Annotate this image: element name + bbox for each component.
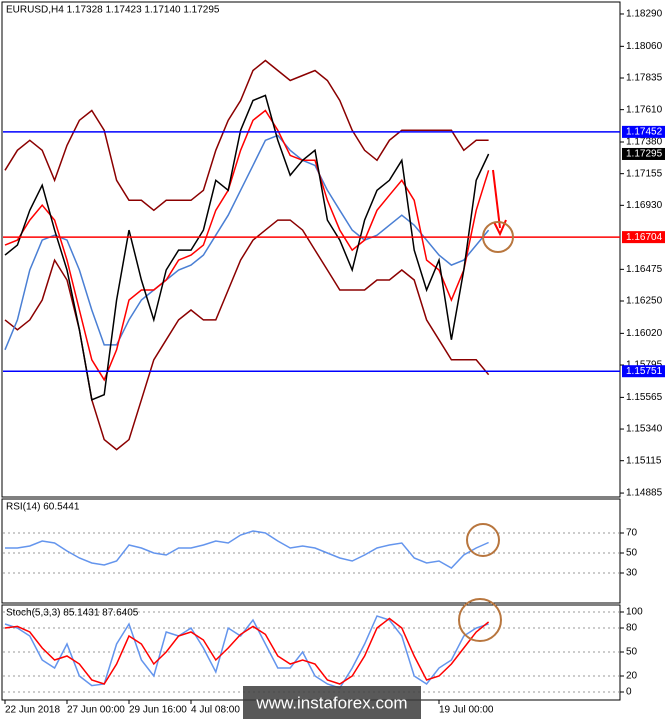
watermark-box — [243, 686, 421, 719]
level-label: 1.15751 — [626, 366, 663, 377]
x-tick-label: 4 Jul 08:00 — [191, 705, 240, 716]
y-tick-label: 1.16020 — [626, 328, 663, 339]
highlight-circle — [458, 598, 502, 642]
y-tick-label: 50 — [626, 548, 638, 559]
y-tick-label: 30 — [626, 568, 638, 579]
x-tick-label: 27 Jun 00:00 — [67, 705, 125, 716]
series-line — [5, 530, 489, 569]
y-tick-label: 20 — [626, 671, 638, 682]
highlight-circle — [466, 523, 500, 557]
y-tick-label: 1.14885 — [626, 488, 663, 499]
arrow — [492, 169, 501, 229]
level-label-box — [622, 365, 665, 378]
series-line — [4, 134, 490, 351]
y-tick-label: 100 — [626, 607, 643, 618]
y-tick-label: 1.17380 — [626, 137, 663, 148]
y-tick-label: 1.15795 — [626, 360, 663, 371]
main-panel — [1, 1, 621, 498]
panel-title: RSI(14) 60.5441 — [6, 502, 80, 513]
y-tick-label: 1.18060 — [626, 41, 663, 52]
level-label: 1.17452 — [626, 127, 663, 138]
level-label-box — [622, 231, 665, 244]
y-tick-label: 1.16475 — [626, 264, 663, 275]
y-tick-label: 80 — [626, 623, 638, 634]
y-tick-label: 1.15115 — [626, 455, 662, 466]
y-tick-label: 1.17610 — [626, 104, 663, 115]
arrow-head — [493, 219, 507, 237]
x-tick-label: 19 Jul 00:00 — [439, 705, 494, 716]
watermark: www.instaforex.com — [255, 693, 407, 712]
y-tick-label: 50 — [626, 647, 638, 658]
y-tick-label: 1.18290 — [626, 9, 663, 20]
y-tick-label: 1.15340 — [626, 424, 663, 435]
y-tick-label: 1.17835 — [626, 73, 663, 84]
x-tick-label: 22 Jun 2018 — [5, 705, 60, 716]
level-label: 1.16704 — [626, 232, 663, 243]
panel-title: Stoch(5,3,3) 85.1431 87.6405 — [6, 608, 139, 619]
x-tick-label: 29 Jun 16:00 — [129, 705, 187, 716]
plot-layer: 1.18290 1.18060 1.17835 1.17610 1.17380 1.171… — [3, 5, 665, 716]
price-label-box — [622, 147, 665, 160]
y-tick-label: 1.16250 — [626, 296, 663, 307]
series-line — [4, 615, 489, 689]
annotations — [458, 169, 514, 642]
series-line — [4, 59, 489, 212]
series-line — [4, 617, 490, 685]
y-tick-label: 0 — [626, 687, 632, 698]
y-tick-label: 1.16930 — [626, 200, 663, 211]
y-tick-label: 1.15565 — [626, 392, 663, 403]
y-tick-label: 70 — [626, 528, 638, 539]
series-line — [4, 109, 490, 382]
price-label: 1.17295 — [626, 149, 663, 160]
y-tick-label: 1.17155 — [626, 168, 663, 179]
panel-title: EURUSD,H4 1.17328 1.17423 1.17140 1.1729… — [6, 5, 220, 16]
series-line — [4, 94, 490, 401]
highlight-circle — [482, 221, 514, 253]
level-label-box — [622, 125, 665, 138]
rsi-panel — [1, 498, 621, 604]
